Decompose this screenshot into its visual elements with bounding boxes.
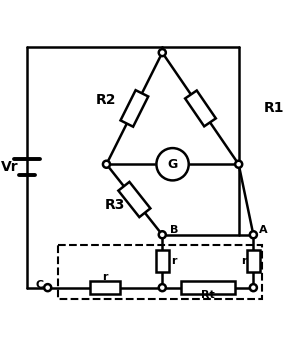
Text: Rt: Rt [201,290,215,300]
Text: B: B [170,225,178,235]
Text: R2: R2 [96,93,117,107]
Bar [90,281,120,294]
Circle shape [156,148,189,181]
Circle shape [250,231,257,238]
Bar [156,250,169,272]
Text: C: C [35,280,43,290]
Text: Vr: Vr [1,160,18,174]
Circle shape [159,284,166,291]
Bar [181,281,235,294]
Text: r: r [242,256,247,266]
Circle shape [159,231,166,238]
Text: r: r [102,272,108,282]
Text: R1: R1 [264,101,284,115]
Circle shape [250,284,257,291]
Polygon shape [118,182,150,217]
Text: r: r [171,256,177,266]
Bar [247,250,260,272]
Text: G: G [168,158,178,171]
Circle shape [44,284,51,291]
Polygon shape [120,90,148,127]
Polygon shape [185,90,216,126]
Bar [58,245,262,300]
Circle shape [159,49,166,56]
Text: A: A [259,225,268,235]
Circle shape [103,161,110,168]
Text: R3: R3 [105,199,126,212]
Circle shape [235,161,242,168]
